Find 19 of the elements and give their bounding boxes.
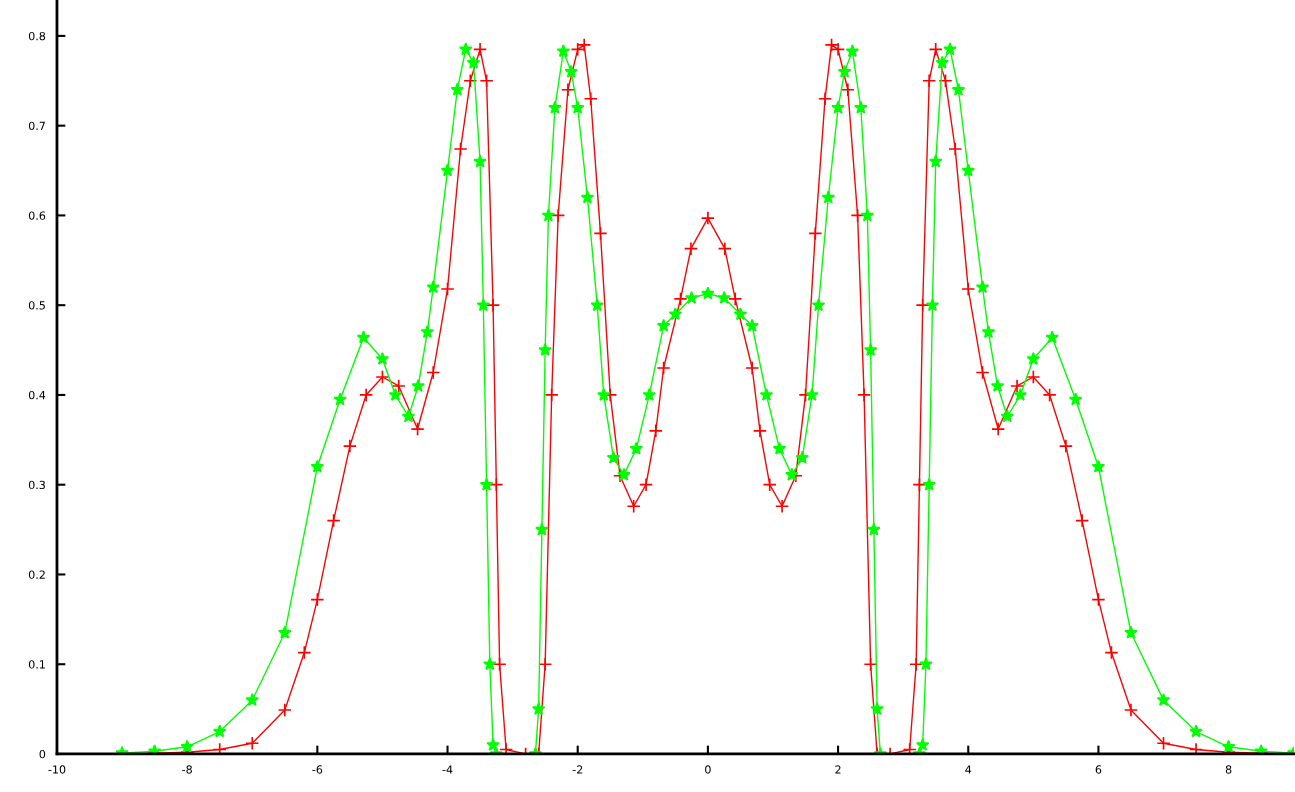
- y-tick-label: 0.1: [28, 660, 45, 669]
- y-tick-label: 0.5: [28, 301, 45, 310]
- x-tick-label: 2: [835, 765, 841, 774]
- x-tick-label: 6: [1095, 765, 1102, 774]
- y-tick-label: 0.3: [28, 480, 45, 490]
- x-tick-label: 8: [1225, 765, 1232, 774]
- x-tick-label: -4: [442, 765, 453, 774]
- y-tick-label: 0.2: [28, 570, 45, 579]
- y-tick-label: 0.6: [28, 211, 46, 220]
- x-tick-label: -2: [572, 765, 583, 774]
- y-tick-label: 0.8: [28, 31, 46, 41]
- x-tick-label: -8: [182, 765, 192, 774]
- y-tick-label: 0: [39, 749, 46, 759]
- x-tick-label: 0: [705, 765, 711, 774]
- x-tick-label: -10: [48, 765, 66, 774]
- x-tick-label: -6: [312, 765, 323, 774]
- y-tick-label: 0.4: [28, 390, 46, 400]
- y-tick-label: 0.7: [28, 121, 45, 131]
- x-tick-label: 4: [965, 765, 972, 774]
